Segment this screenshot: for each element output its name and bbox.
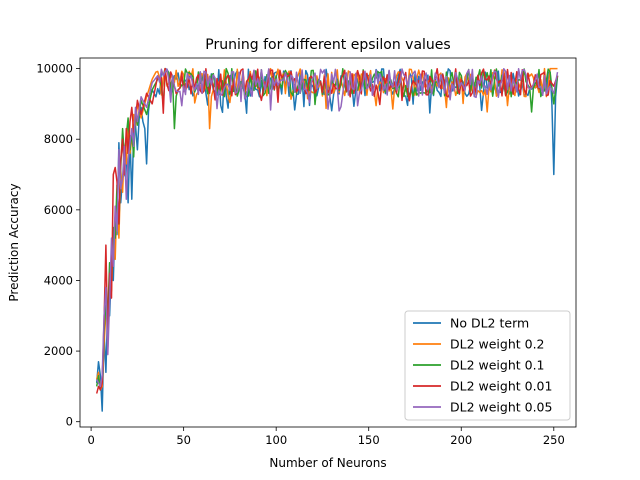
x-tick-label: 50 — [176, 433, 191, 447]
series-line-5 — [96, 67, 559, 388]
y-tick-label: 6000 — [44, 203, 73, 217]
x-tick-label: 100 — [265, 433, 287, 447]
legend-label-4: DL2 weight 0.01 — [450, 379, 552, 394]
legend-label-5: DL2 weight 0.05 — [450, 400, 552, 415]
y-tick-label: 8000 — [44, 132, 73, 146]
y-tick-label: 4000 — [44, 273, 73, 287]
series-lines — [95, 67, 559, 412]
legend-box — [404, 310, 571, 421]
chart-title: Pruning for different epsilon values — [205, 37, 450, 53]
x-tick-label: 200 — [450, 433, 472, 447]
legend-label-1: No DL2 term — [450, 316, 529, 331]
x-tick-label: 150 — [358, 433, 380, 447]
y-axis-label: Prediction Accuracy — [7, 183, 21, 301]
x-tick-label: 250 — [543, 433, 565, 447]
y-tick-label: 10000 — [36, 62, 73, 76]
legend-label-2: DL2 weight 0.2 — [450, 337, 545, 352]
legend: No DL2 term DL2 weight 0.2 DL2 weight 0.1 D… — [404, 310, 571, 421]
legend-label-3: DL2 weight 0.1 — [450, 358, 545, 373]
x-axis-label: Number of Neurons — [269, 456, 386, 470]
plot-area — [95, 67, 559, 412]
axes-frame — [79, 57, 577, 428]
y-tick-label: 0 — [66, 415, 73, 429]
y-axis-ticks: 0 2000 4000 6000 8000 10000 — [36, 62, 80, 429]
x-tick-label: 0 — [87, 433, 94, 447]
y-tick-label: 2000 — [44, 344, 73, 358]
x-axis-ticks: 0 50 100 150 200 250 — [87, 427, 565, 447]
